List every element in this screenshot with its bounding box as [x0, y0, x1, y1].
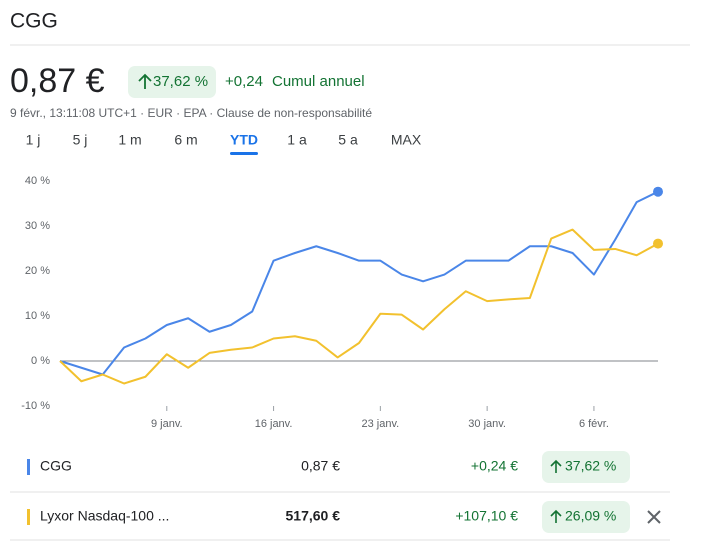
- legend-swatch: [27, 509, 30, 525]
- end-dot: [653, 238, 663, 249]
- tab[interactable]: 1 a: [287, 132, 307, 148]
- row-badge: [542, 451, 630, 483]
- row-price: 517,60 €: [286, 508, 341, 524]
- tab[interactable]: 6 m: [174, 132, 197, 148]
- up-arrow: [550, 459, 562, 473]
- price: 0,87 €: [10, 62, 105, 100]
- y-tick-label: 0 %: [31, 355, 50, 367]
- row-change: +0,24 €: [471, 458, 518, 474]
- change-badge: [128, 66, 216, 98]
- y-tick-label: 40 %: [25, 175, 50, 187]
- change-pct: 37,62 %: [153, 73, 208, 90]
- y-tick-label: 10 %: [25, 310, 50, 322]
- y-tick-label: 30 %: [25, 220, 50, 232]
- tab-underline: [230, 152, 258, 155]
- x-tick-label: 16 janv.: [255, 418, 293, 430]
- y-tick-label: 20 %: [25, 265, 50, 277]
- symbol: CGG: [10, 10, 58, 33]
- change: +0,24: [225, 73, 263, 90]
- tab[interactable]: 1 m: [118, 132, 141, 148]
- chart: -10 % 0 % 10 % 20 % 30 % 40 % 9 janv. 16 janv. 2…: [21, 175, 663, 430]
- tab[interactable]: 5 a: [338, 132, 358, 148]
- tab[interactable]: 1 j: [26, 132, 41, 148]
- period: Cumul annuel: [272, 73, 365, 90]
- up-arrow: [550, 509, 562, 523]
- row-price: 0,87 €: [301, 458, 340, 474]
- row-change: +107,10 €: [455, 508, 518, 524]
- x-tick-label: 30 janv.: [468, 418, 506, 430]
- legend-name: CGG: [40, 458, 72, 474]
- row-change-pct: 26,09 %: [565, 508, 616, 524]
- legend-swatch: [27, 459, 30, 475]
- meta: 9 févr., 13:11:08 UTC+1 · EUR · EPA · Cl…: [10, 106, 372, 120]
- x-tick-label: 9 janv.: [151, 418, 183, 430]
- row-change-pct: 37,62 %: [565, 458, 616, 474]
- legend-name: Lyxor Nasdaq-100 ...: [40, 508, 169, 524]
- end-dot: [653, 186, 663, 197]
- remove-button[interactable]: [647, 510, 661, 524]
- tab[interactable]: 5 j: [73, 132, 88, 148]
- x-tick-label: 6 févr.: [579, 418, 609, 430]
- tab[interactable]: YTD: [230, 132, 258, 148]
- comparison-list: CGG 0,87 € +0,24 € 37,62 % Lyxor Nasdaq-100 …: [27, 451, 630, 533]
- tab[interactable]: MAX: [391, 132, 422, 148]
- series-line: [59, 190, 659, 376]
- series-line: [59, 228, 659, 385]
- y-tick-label: -10 %: [21, 400, 50, 412]
- row-badge: [542, 501, 630, 533]
- up-arrow: [138, 73, 152, 89]
- x-tick-label: 23 janv.: [361, 418, 399, 430]
- tabs: 1 j 5 j 1 m 6 m YTD 1 a 5 a MAX: [26, 132, 422, 155]
